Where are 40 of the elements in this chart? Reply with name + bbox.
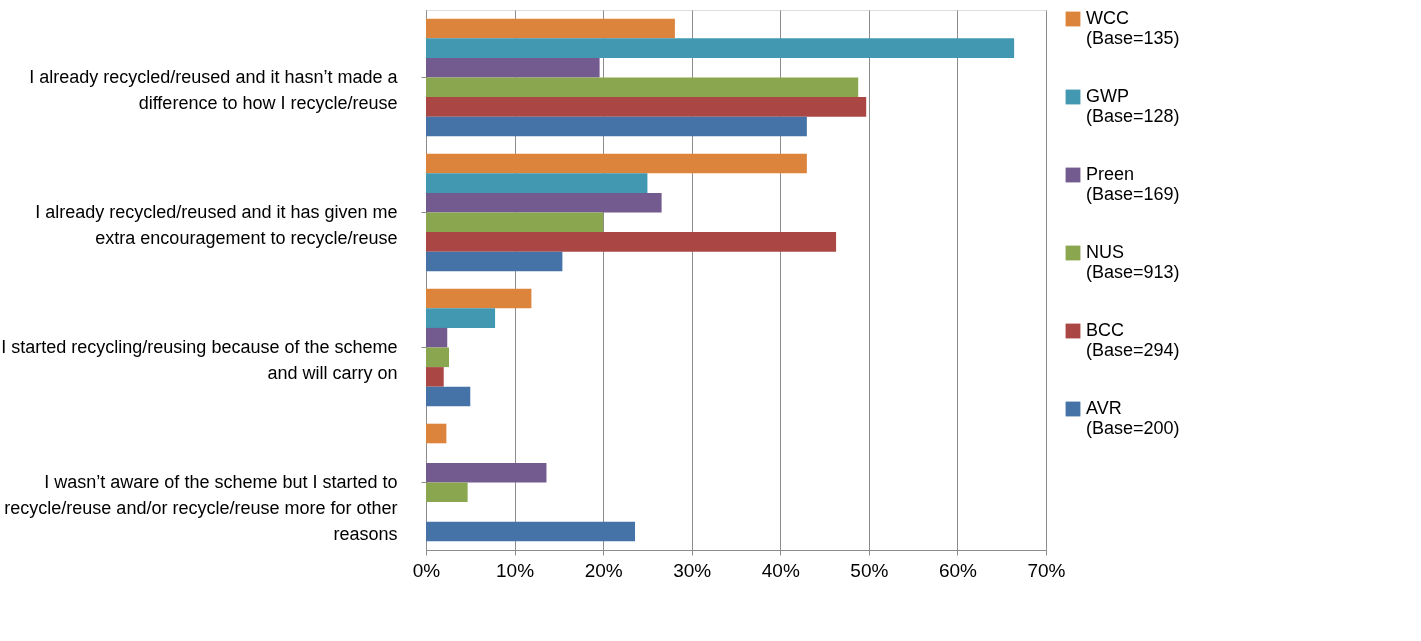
legend-label: GWP (Base=128) xyxy=(1086,86,1180,126)
bar xyxy=(426,521,636,542)
legend-label: WCC (Base=135) xyxy=(1086,8,1180,48)
bar xyxy=(426,57,600,78)
bar xyxy=(426,18,675,39)
bar xyxy=(426,232,837,252)
bar xyxy=(426,173,648,193)
x-tick-label: 20% xyxy=(584,559,623,581)
x-tick-label: 50% xyxy=(850,559,889,581)
bar xyxy=(426,367,444,387)
bar xyxy=(426,77,859,98)
bar xyxy=(426,212,604,233)
bar xyxy=(426,347,450,368)
y-tick-label: I wasn’t aware of the scheme but I started to recycle/reuse and/or recycle/reuse more for other reasons xyxy=(4,471,398,544)
legend-label: AVR (Base=200) xyxy=(1086,398,1180,438)
legend-label: Preen (Base=169) xyxy=(1086,164,1180,204)
y-tick-label: I started recycling/reusing because of the scheme and will carry on xyxy=(1,336,398,383)
bar xyxy=(426,327,448,348)
bar xyxy=(426,386,471,407)
bar xyxy=(426,251,563,272)
bar xyxy=(426,38,1015,58)
x-tick-label: 40% xyxy=(761,559,800,581)
x-tick-label: 10% xyxy=(496,559,535,581)
y-tick-label: I already recycled/reused and it has given me extra encouragement to recycle/reuse xyxy=(35,201,398,248)
bar xyxy=(426,288,532,309)
bar xyxy=(426,116,807,137)
x-tick-label: 30% xyxy=(673,559,712,581)
bar xyxy=(426,482,468,503)
bar xyxy=(426,153,807,174)
bar xyxy=(426,192,662,213)
bar xyxy=(426,423,447,444)
x-tick-label: 70% xyxy=(1027,559,1066,581)
x-tick-label: 60% xyxy=(938,559,978,581)
bar xyxy=(426,97,867,117)
bar xyxy=(426,308,496,328)
bar xyxy=(426,462,547,483)
legend-label: BCC (Base=294) xyxy=(1086,320,1180,360)
legend-label: NUS (Base=913) xyxy=(1086,242,1180,282)
y-tick-label: I already recycled/reused and it hasn’t made a difference to how I recycle/reuse xyxy=(29,66,399,113)
x-tick-label: 0% xyxy=(412,559,441,581)
